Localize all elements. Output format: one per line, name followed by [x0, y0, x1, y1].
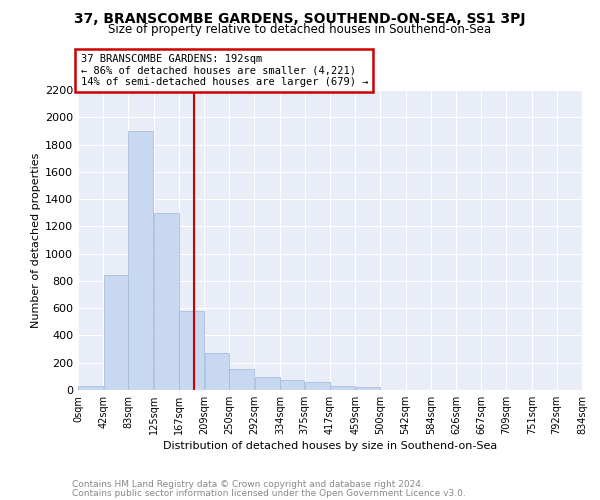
Bar — [154, 212, 179, 390]
Text: Size of property relative to detached houses in Southend-on-Sea: Size of property relative to detached ho… — [109, 22, 491, 36]
Bar — [205, 353, 229, 390]
Bar — [128, 131, 153, 390]
Bar — [305, 382, 330, 390]
Bar — [356, 388, 380, 390]
Text: 37, BRANSCOMBE GARDENS, SOUTHEND-ON-SEA, SS1 3PJ: 37, BRANSCOMBE GARDENS, SOUTHEND-ON-SEA,… — [74, 12, 526, 26]
X-axis label: Distribution of detached houses by size in Southend-on-Sea: Distribution of detached houses by size … — [163, 441, 497, 451]
Text: 37 BRANSCOMBE GARDENS: 192sqm
← 86% of detached houses are smaller (4,221)
14% o: 37 BRANSCOMBE GARDENS: 192sqm ← 86% of d… — [80, 54, 368, 87]
Bar — [330, 386, 355, 390]
Y-axis label: Number of detached properties: Number of detached properties — [31, 152, 41, 328]
Bar — [78, 386, 103, 390]
Bar — [104, 276, 128, 390]
Text: Contains HM Land Registry data © Crown copyright and database right 2024.: Contains HM Land Registry data © Crown c… — [72, 480, 424, 489]
Bar — [229, 369, 254, 390]
Text: Contains public sector information licensed under the Open Government Licence v3: Contains public sector information licen… — [72, 488, 466, 498]
Bar — [280, 380, 304, 390]
Bar — [255, 377, 280, 390]
Bar — [179, 311, 204, 390]
